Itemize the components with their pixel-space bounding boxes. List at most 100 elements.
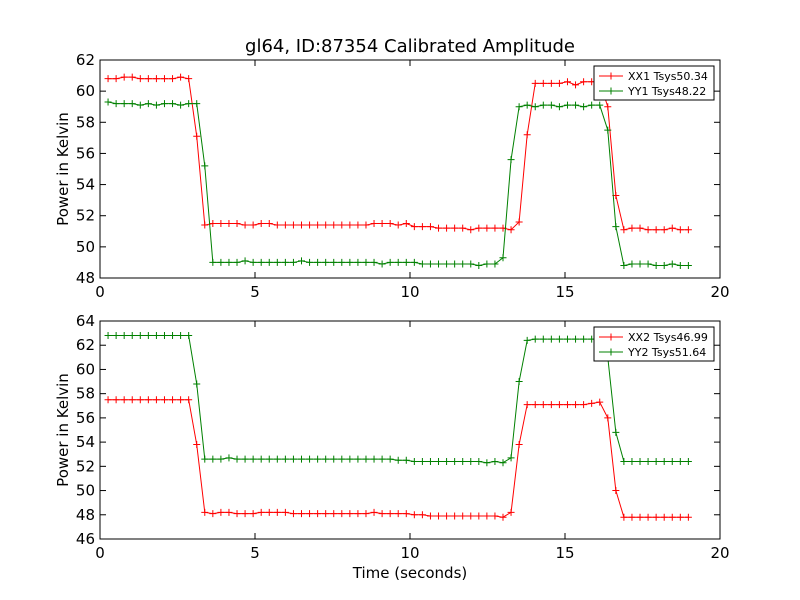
y-tick-label: 52 [76,207,95,225]
data-point [426,223,434,231]
data-point [499,513,507,521]
data-point [378,510,386,518]
data-point [515,218,523,226]
x-tick-label: 20 [710,283,729,301]
legend-label: YY1 Tsys48.22 [627,85,706,98]
data-point [338,510,346,518]
data-point [668,457,676,465]
data-point [676,513,684,521]
data-point [475,457,483,465]
data-point [443,260,451,268]
data-point [418,457,426,465]
data-point [354,258,362,266]
data-point [660,513,668,521]
data-point [443,512,451,520]
data-point [426,512,434,520]
data-point [144,396,152,404]
data-point [185,332,193,340]
data-point [370,508,378,516]
legend-box [593,65,715,101]
data-point [354,221,362,229]
data-point [443,224,451,232]
data-point [410,258,418,266]
data-point [491,260,499,268]
data-point [314,455,322,463]
data-point [531,103,539,111]
data-point [241,455,249,463]
data-point [636,457,644,465]
data-point [491,512,499,520]
data-point [531,401,539,409]
data-point [555,103,563,111]
data-point [265,455,273,463]
data-point [306,258,314,266]
y-tick-label: 50 [76,482,95,500]
data-point [539,79,547,87]
data-point [620,226,628,234]
data-point [580,78,588,86]
data-point [636,260,644,268]
data-point [410,457,418,465]
data-point [435,260,443,268]
data-point [217,455,225,463]
y-tick-label: 56 [76,144,95,162]
data-point [257,258,265,266]
x-tick-label: 15 [555,544,574,562]
data-point [298,510,305,518]
data-point [217,508,225,516]
data-point [273,258,281,266]
data-point [233,258,241,266]
data-point [136,396,144,404]
data-point [507,454,515,462]
data-point [322,221,330,229]
data-point [555,401,563,409]
data-point [459,512,467,520]
data-point [120,100,128,108]
data-point [370,220,378,227]
chart-title: gl64, ID:87354 Calibrated Amplitude [245,36,575,57]
data-point [483,459,491,467]
data-point [160,396,168,404]
data-point [660,226,668,234]
data-point [580,335,588,343]
data-point [136,332,144,340]
data-point [435,457,443,465]
data-point [572,101,580,109]
data-point [330,221,338,229]
data-point [644,260,652,268]
data-point [612,487,620,495]
data-point [394,258,402,266]
data-point [281,455,289,463]
legend-marker [607,333,615,341]
data-point [338,455,346,463]
data-point [104,396,112,404]
data-point [515,441,523,449]
data-point [209,455,217,463]
data-point [572,401,580,409]
data-point [418,260,426,268]
data-point [515,378,523,386]
data-point [684,457,692,465]
data-point [386,510,394,518]
data-point [491,457,499,465]
data-point [217,220,225,227]
data-point [523,336,531,344]
data-point [604,126,612,134]
y-tick-label: 46 [76,530,95,548]
legend-marker [607,87,615,95]
data-point [612,223,620,231]
data-point [289,455,297,463]
data-point [193,441,201,449]
data-point [281,258,289,266]
data-point [249,221,257,229]
data-point [152,332,160,340]
data-point [483,512,491,520]
data-point [338,258,346,266]
x-tick-label: 15 [555,283,574,301]
data-point [435,512,443,520]
y-axis-label: Power in Kelvin [54,373,72,487]
data-point [209,258,217,266]
data-point [523,131,531,139]
x-tick-label: 5 [250,283,260,301]
series-group [104,73,692,270]
